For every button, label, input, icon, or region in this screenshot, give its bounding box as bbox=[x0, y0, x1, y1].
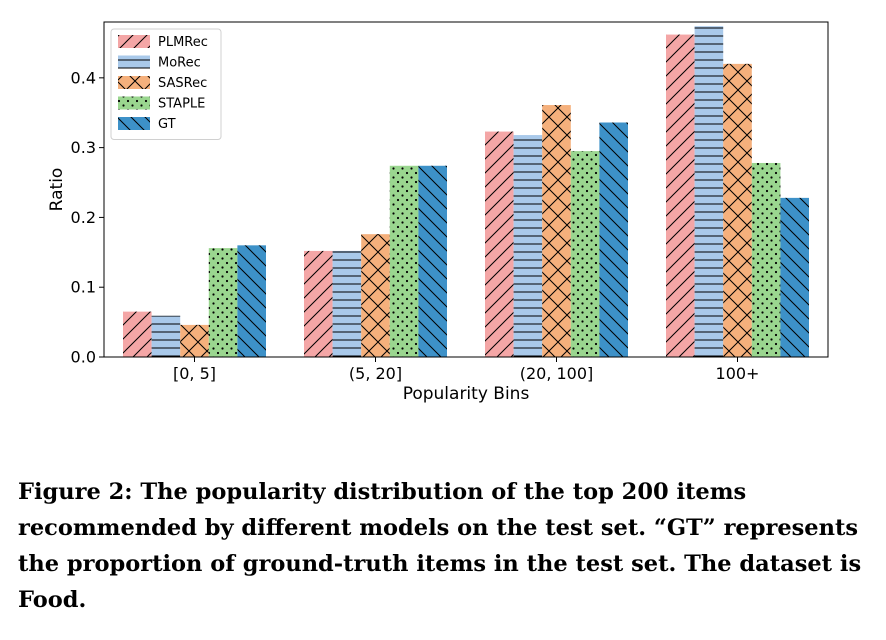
bar-plmrec-3 bbox=[666, 34, 695, 357]
y-tick-label: 0.1 bbox=[71, 278, 96, 297]
bar-sasrec-3 bbox=[723, 63, 752, 357]
legend-label: PLMRec bbox=[158, 35, 208, 50]
legend: PLMRec MoRec SASRec STAPLE GT bbox=[110, 28, 222, 140]
bar-plmrec-2 bbox=[485, 131, 514, 357]
bar-morec-0 bbox=[151, 315, 181, 357]
plot-frame bbox=[103, 21, 829, 358]
figure-caption: Figure 2: The popularity distribution of… bbox=[18, 479, 862, 613]
y-tick-label: 0.4 bbox=[71, 68, 96, 87]
legend-label: STAPLE bbox=[158, 97, 205, 112]
x-tick-label: (5, 20] bbox=[349, 364, 402, 383]
bar-sasrec-0 bbox=[180, 324, 209, 357]
bar-staple-0 bbox=[208, 248, 238, 357]
y-axis-label: Ratio bbox=[47, 168, 67, 212]
bar-chart: 0.0 0.1 0.2 0.3 0.4 [0, 5] (5, 20] (20, 100] 100… bbox=[47, 21, 829, 404]
legend-label: SASRec bbox=[158, 76, 207, 91]
legend-label: GT bbox=[158, 117, 176, 132]
y-tick-label: 0.0 bbox=[71, 348, 96, 367]
bar-gt-0 bbox=[237, 245, 266, 357]
bar-morec-1 bbox=[332, 250, 362, 357]
y-tick-label: 0.2 bbox=[71, 208, 96, 227]
bar-gt-1 bbox=[418, 165, 447, 357]
bar-staple-3 bbox=[751, 162, 781, 357]
y-tick-label: 0.3 bbox=[71, 138, 96, 157]
legend-label: MoRec bbox=[158, 56, 201, 71]
bars-layer bbox=[123, 26, 809, 357]
legend-entry-staple: STAPLE bbox=[118, 96, 205, 112]
bar-sasrec-2 bbox=[542, 105, 571, 357]
bar-sasrec-1 bbox=[361, 234, 390, 357]
x-tick-label: (20, 100] bbox=[520, 364, 594, 383]
bar-morec-2 bbox=[513, 135, 543, 357]
legend-entry-sasrec: SASRec bbox=[118, 76, 207, 91]
bar-staple-2 bbox=[570, 151, 600, 357]
bar-morec-3 bbox=[694, 26, 724, 357]
bar-gt-3 bbox=[780, 197, 809, 357]
x-tick-label: [0, 5] bbox=[173, 364, 216, 383]
bar-plmrec-0 bbox=[123, 311, 152, 357]
bar-staple-1 bbox=[389, 165, 419, 357]
x-axis-label: Popularity Bins bbox=[403, 384, 530, 404]
bar-plmrec-1 bbox=[304, 250, 333, 357]
axes-layer: 0.0 0.1 0.2 0.3 0.4 [0, 5] (5, 20] (20, 100] 100… bbox=[71, 21, 829, 383]
legend-entry-plmrec: PLMRec bbox=[118, 35, 208, 50]
legend-entry-morec: MoRec bbox=[118, 55, 201, 71]
legend-entry-gt: GT bbox=[118, 117, 176, 132]
bar-gt-2 bbox=[599, 122, 628, 357]
x-tick-label: 100+ bbox=[716, 364, 760, 383]
